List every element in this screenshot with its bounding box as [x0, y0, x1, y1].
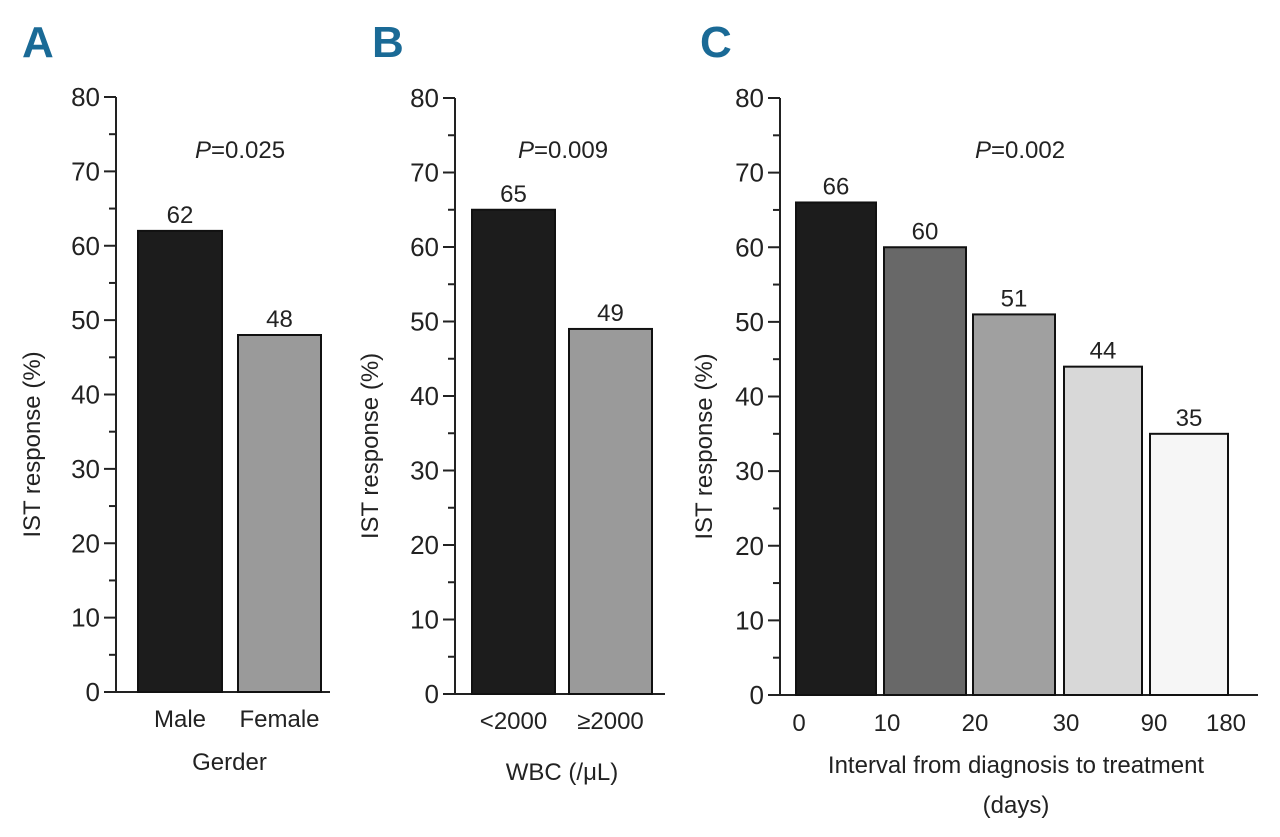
y-tick-label: 20 [71, 528, 100, 558]
y-axis-label: IST response (%) [357, 353, 384, 539]
x-axis-label: WBC (/μL) [506, 759, 619, 786]
x-axis-label-units: (days) [983, 792, 1050, 819]
y-tick-label: 20 [410, 530, 439, 560]
bar [568, 327, 653, 695]
y-tick-label: 10 [71, 603, 100, 633]
bar-value-label: 60 [912, 218, 939, 245]
p-value-annotation: P=0.009 [518, 137, 608, 164]
y-tick-label: 30 [410, 456, 439, 486]
x-bin-edge-label: 180 [1206, 710, 1246, 737]
y-tick-label: 10 [735, 605, 764, 635]
y-tick-label: 40 [410, 381, 439, 411]
p-value-annotation: P=0.002 [975, 137, 1065, 164]
y-tick-label: 0 [425, 679, 439, 709]
panel-letter: B [372, 18, 404, 67]
y-tick-label: 0 [86, 677, 100, 707]
y-tick-label: 0 [750, 680, 764, 710]
p-value-text: =0.025 [211, 137, 285, 164]
p-value-symbol: P [518, 137, 534, 164]
x-axis-label: Gerder [192, 749, 267, 776]
bar [471, 208, 556, 695]
y-tick-label: 50 [71, 305, 100, 335]
y-tick-label: 50 [410, 307, 439, 337]
y-tick-label: 80 [735, 83, 764, 113]
bar [1149, 432, 1229, 696]
bar [883, 246, 967, 696]
x-bin-edge-label: 30 [1053, 710, 1080, 737]
panel-c: C 0 10 20 30 40 50 60 70 80 IST response (%) 66 60 51… [691, 18, 1258, 819]
y-axis-label: IST response (%) [691, 353, 718, 539]
bar-value-label: 44 [1090, 338, 1117, 365]
y-tick-label: 80 [71, 82, 100, 112]
x-bin-edge-label: 20 [962, 710, 989, 737]
y-tick-label: 40 [735, 382, 764, 412]
y-tick-label: 40 [71, 380, 100, 410]
x-bin-edge-label: 10 [874, 710, 901, 737]
x-bin-edge-label: 0 [792, 710, 805, 737]
y-axis-label: IST response (%) [19, 351, 46, 537]
x-axis-label: Interval from diagnosis to treatment [828, 752, 1205, 779]
bar [972, 313, 1056, 696]
y-tick-label: 30 [735, 456, 764, 486]
y-tick-label: 60 [410, 232, 439, 262]
bar-value-label: 65 [500, 181, 527, 208]
panel-b: B 0 10 20 30 40 50 60 70 80 IST response (%) 65 <200… [357, 18, 665, 786]
y-tick-label: 70 [71, 156, 100, 186]
bar-value-label: 62 [167, 202, 194, 229]
panel-letter: A [22, 18, 54, 67]
x-bin-edge-label: 90 [1141, 710, 1168, 737]
bar [137, 229, 223, 693]
bar [1063, 365, 1143, 696]
y-tick-label: 20 [735, 531, 764, 561]
bar-value-label: 48 [266, 306, 293, 333]
y-tick-label: 50 [735, 307, 764, 337]
x-category-label: Female [239, 706, 319, 733]
bar-value-label: 49 [597, 300, 624, 327]
y-tick-label: 10 [410, 605, 439, 635]
bar [795, 201, 877, 696]
y-tick-label: 30 [71, 454, 100, 484]
bar-value-label: 51 [1001, 285, 1028, 312]
bar-value-label: 35 [1176, 405, 1203, 432]
p-value-text: =0.002 [991, 137, 1065, 164]
y-tick-label: 60 [735, 232, 764, 262]
y-tick-label: 60 [71, 231, 100, 261]
bar-value-label: 66 [823, 173, 850, 200]
y-tick-label: 80 [410, 83, 439, 113]
x-category-label: ≥2000 [577, 708, 644, 735]
p-value-symbol: P [975, 137, 991, 164]
y-tick-label: 70 [735, 158, 764, 188]
p-value-symbol: P [195, 137, 211, 164]
x-category-label: <2000 [480, 708, 547, 735]
panel-a: A 0 10 20 30 40 50 60 70 80 IST response (%) 62 Male… [19, 18, 330, 776]
p-value-text: =0.009 [534, 137, 608, 164]
panel-letter: C [700, 18, 732, 67]
x-category-label: Male [154, 706, 206, 733]
y-tick-label: 70 [410, 158, 439, 188]
p-value-annotation: P=0.025 [195, 137, 285, 164]
bar [237, 334, 322, 693]
